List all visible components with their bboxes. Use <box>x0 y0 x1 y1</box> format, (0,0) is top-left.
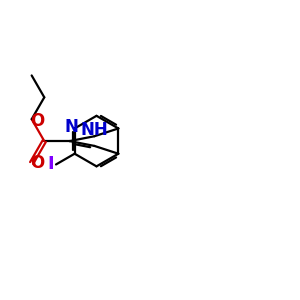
Text: O: O <box>30 154 44 172</box>
Text: I: I <box>47 155 54 173</box>
Text: NH: NH <box>80 121 108 139</box>
Text: N: N <box>64 118 78 136</box>
Text: O: O <box>30 112 44 130</box>
